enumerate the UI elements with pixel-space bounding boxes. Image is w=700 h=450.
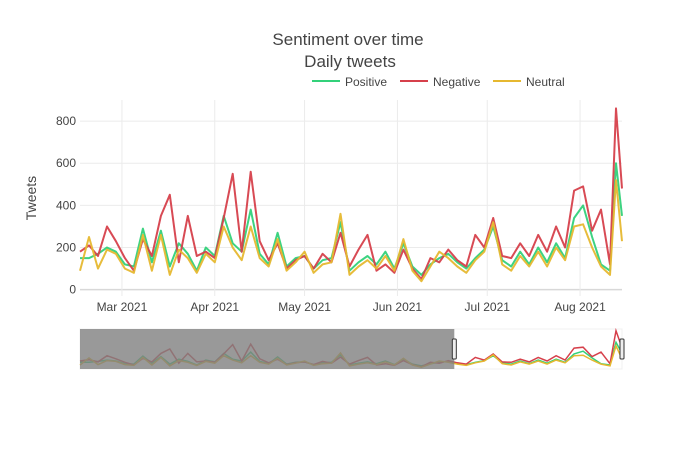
y-tick-label: 600 xyxy=(56,156,76,170)
chart-subtitle: Daily tweets xyxy=(304,52,396,71)
x-tick-label: May 2021 xyxy=(278,300,331,314)
legend-label: Positive xyxy=(345,75,387,89)
y-tick-label: 0 xyxy=(69,283,76,297)
x-tick-label: Mar 2021 xyxy=(97,300,148,314)
legend-label: Neutral xyxy=(526,75,565,89)
x-gridlines xyxy=(121,100,581,296)
legend[interactable]: Positive Negative Neutral xyxy=(312,75,565,89)
range-slider-right-handle[interactable] xyxy=(619,338,625,360)
y-tick-label: 400 xyxy=(56,198,76,212)
legend-item-neutral[interactable]: Neutral xyxy=(493,75,565,89)
range-slider-left-handle[interactable] xyxy=(451,338,457,360)
plot-area[interactable] xyxy=(79,107,623,283)
x-tick-label: Jun 2021 xyxy=(373,300,423,314)
legend-item-negative[interactable]: Negative xyxy=(400,75,481,89)
series-line-positive[interactable] xyxy=(80,162,623,276)
range-slider-mask xyxy=(80,329,455,369)
x-tick-label: Apr 2021 xyxy=(190,300,239,314)
chart-title: Sentiment over time xyxy=(272,30,423,49)
x-tick-label: Jul 2021 xyxy=(465,300,511,314)
y-tick-label: 800 xyxy=(56,114,76,128)
x-axis-ticks: Mar 2021 Apr 2021 May 2021 Jun 2021 Jul 2021… xyxy=(97,300,607,314)
range-slider[interactable] xyxy=(79,327,625,370)
y-axis-title: Tweets xyxy=(23,176,39,220)
series-line-neutral[interactable] xyxy=(79,179,623,283)
legend-item-positive[interactable]: Positive xyxy=(312,75,387,89)
series-line-negative[interactable] xyxy=(79,107,623,281)
legend-label: Negative xyxy=(433,75,481,89)
y-tick-label: 200 xyxy=(56,241,76,255)
x-tick-label: Aug 2021 xyxy=(554,300,606,314)
y-axis-ticks: 0 200 400 600 800 xyxy=(56,114,76,297)
